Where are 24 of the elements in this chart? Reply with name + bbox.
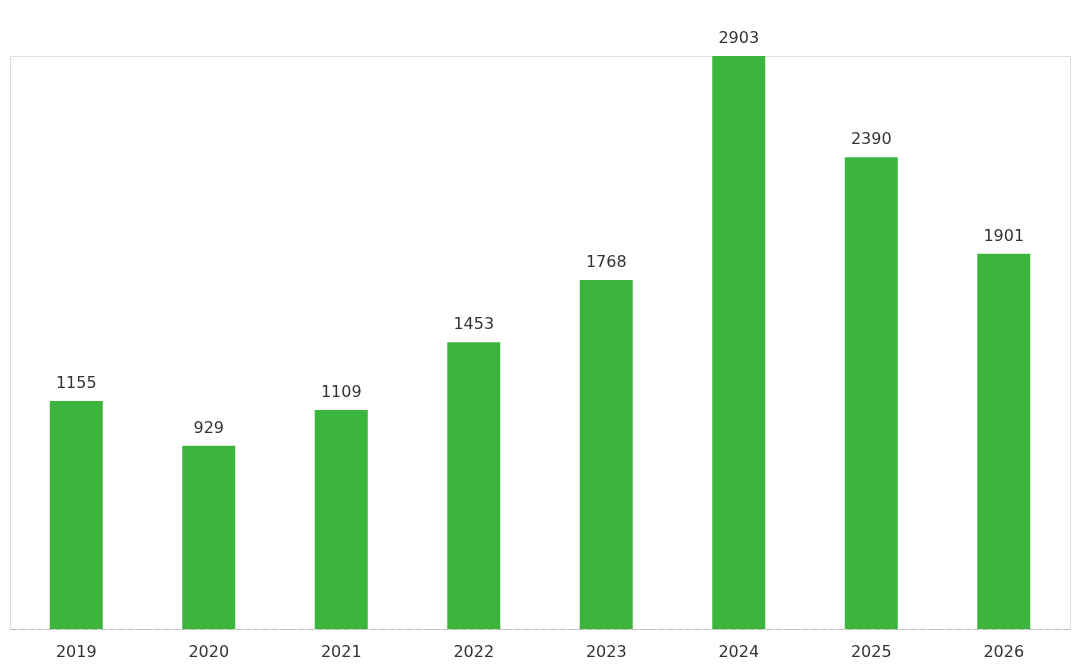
- x-tick-label: 2020: [188, 641, 230, 661]
- x-tick-label: 2023: [585, 641, 627, 661]
- bar: [977, 253, 1031, 629]
- x-tick-label: 2024: [718, 641, 760, 661]
- x-tick-label: 2019: [55, 641, 97, 661]
- bar: [844, 157, 898, 629]
- data-label: 1901: [983, 225, 1025, 245]
- bar: [579, 280, 633, 629]
- data-label: 2390: [850, 129, 892, 149]
- bar: [182, 445, 236, 629]
- data-label: 1155: [55, 373, 97, 393]
- data-label: 1453: [453, 314, 495, 334]
- x-tick-label: 2026: [983, 641, 1025, 661]
- bar: [712, 56, 766, 629]
- data-label: 2903: [718, 28, 760, 47]
- data-label: 1109: [320, 382, 362, 402]
- data-label: 929: [193, 417, 225, 437]
- x-tick-label: 2022: [453, 641, 495, 661]
- bar: [447, 342, 501, 629]
- bar: [49, 401, 103, 629]
- bar: [314, 410, 368, 629]
- data-label: 1768: [585, 252, 627, 272]
- x-tick-label: 2021: [320, 641, 362, 661]
- x-tick-label: 2025: [850, 641, 892, 661]
